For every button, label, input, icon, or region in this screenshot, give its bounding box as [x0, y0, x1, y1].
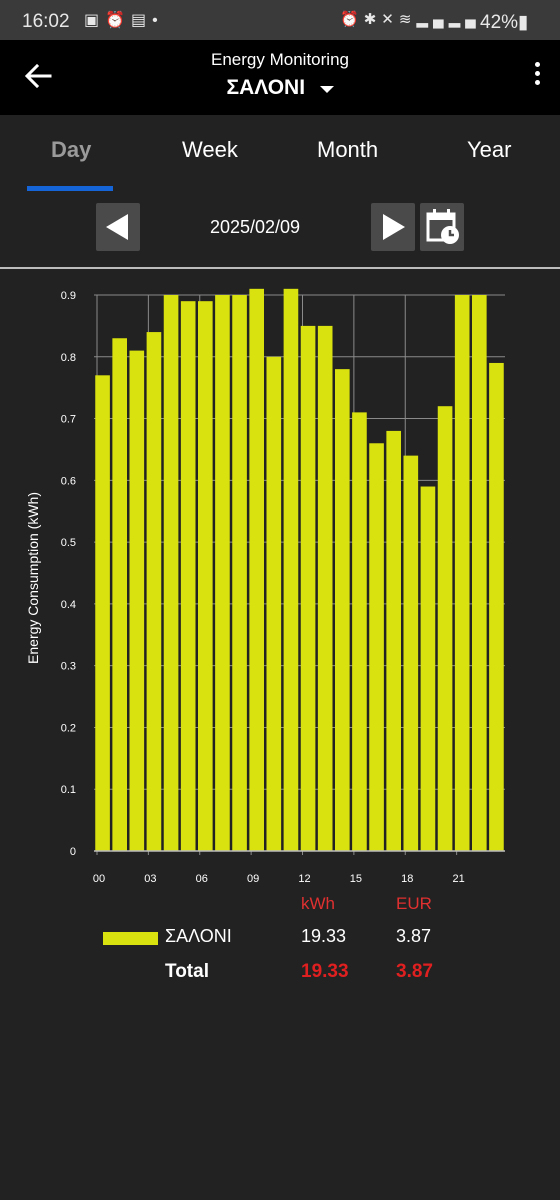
bar-chart: 0 0.1 0.2 0.3 0.4 0.5 0.6 0.7 0.8 0.9 00 03 06 09 12 15…: [25, 288, 505, 885]
y-tick-label: 0.3: [61, 661, 76, 673]
legend-kwh-value: 19.33: [301, 926, 347, 946]
chart-bar: [472, 295, 487, 851]
app-title: Energy Monitoring: [211, 50, 349, 69]
chart-bar: [146, 332, 162, 851]
chart-bar: [215, 295, 230, 851]
total-eur-value: 3.87: [396, 961, 433, 982]
y-tick-label: 0.5: [61, 537, 76, 549]
tab-day[interactable]: Day: [51, 137, 92, 162]
system-icons: ⏰✱✕≋▂▄▂▄: [340, 10, 481, 28]
status-bar: 16:02 ▣⏰▤• ⏰✱✕≋▂▄▂▄ 42%▮: [0, 0, 560, 40]
consumption-summary: kWh EUR ΣΑΛΟΝΙ 19.33 3.87 Total 19.33 3.…: [0, 890, 560, 990]
device-selector[interactable]: ΣΑΛΟΝΙ: [227, 76, 334, 100]
calendar-button[interactable]: [420, 203, 464, 251]
chart-bar: [386, 430, 401, 851]
kwh-column-header: kWh: [301, 894, 335, 913]
date-navigation: 2025/02/09: [0, 195, 560, 269]
legend-series-name: ΣΑΛΟΝΙ: [165, 926, 232, 946]
dot-icon: •: [152, 12, 164, 29]
x-tick-label: 15: [350, 873, 362, 885]
total-kwh-value: 19.33: [301, 961, 349, 982]
alarm-icon: ⏰: [105, 12, 132, 29]
legend-eur-value: 3.87: [396, 926, 432, 946]
chart-bar: [403, 455, 419, 851]
x-tick-label: 06: [196, 873, 208, 885]
signal-icon: ▂▄: [448, 11, 481, 28]
cast-icon: ▤: [131, 12, 153, 29]
chart-bar: [437, 406, 453, 851]
chart-bar: [300, 325, 316, 851]
y-tick-label: 0.8: [61, 352, 76, 364]
status-time: 16:02: [22, 11, 70, 32]
y-tick-label: 0.1: [61, 784, 76, 796]
signal-icon: ▂▄: [416, 11, 449, 28]
chart-bar: [129, 350, 145, 851]
chart-bar: [112, 338, 127, 851]
active-tab-indicator: [27, 186, 113, 191]
x-tick-label: 00: [93, 873, 105, 885]
wifi-icon: ≋: [398, 11, 417, 28]
legend-swatch: [103, 932, 158, 945]
x-tick-label: 21: [453, 873, 465, 885]
battery-level: 42%▮: [480, 12, 529, 33]
period-tabs: Day Week Month Year: [0, 115, 560, 195]
current-date: 2025/02/09: [209, 217, 301, 237]
y-axis-label: Energy Consumption (kWh): [25, 492, 41, 664]
notification-icons: ▣⏰▤•: [84, 10, 164, 30]
chart-bar: [317, 325, 333, 851]
more-vert-icon: [522, 62, 552, 85]
chart-bar: [95, 375, 110, 851]
x-tick-label: 03: [144, 873, 156, 885]
y-tick-label: 0.2: [61, 722, 76, 734]
overflow-menu-button[interactable]: [522, 62, 552, 92]
gallery-icon: ▣: [84, 12, 106, 29]
tab-month[interactable]: Month: [317, 137, 379, 162]
y-tick-label: 0.4: [61, 599, 76, 611]
chart-bar: [180, 301, 196, 852]
y-tick-label: 0.7: [61, 414, 76, 426]
triangle-right-icon: [383, 214, 405, 240]
y-tick-label: 0: [70, 846, 76, 858]
chart-bar: [489, 362, 504, 851]
chart-bar: [352, 412, 367, 851]
x-tick-label: 12: [298, 873, 310, 885]
legend-row: ΣΑΛΟΝΙ 19.33 3.87: [0, 926, 560, 956]
chart-bar: [232, 295, 247, 851]
chart-bar: [335, 369, 350, 851]
alarm-icon: ⏰: [340, 11, 364, 28]
chart-bar: [420, 486, 436, 851]
energy-chart: 0 0.1 0.2 0.3 0.4 0.5 0.6 0.7 0.8 0.9 00 03 06 09 12 15…: [0, 270, 560, 900]
tab-year[interactable]: Year: [467, 137, 512, 162]
triangle-left-icon: [106, 214, 128, 240]
chart-bar: [369, 443, 384, 851]
dropdown-caret-icon: [319, 86, 334, 94]
device-name: ΣΑΛΟΝΙ: [226, 76, 306, 99]
total-row: Total 19.33 3.87: [0, 961, 560, 991]
chart-bar: [266, 356, 282, 851]
battery-icon: ▮: [518, 12, 529, 33]
chart-bar: [163, 295, 179, 851]
y-tick-label: 0.6: [61, 475, 76, 487]
title-area: Energy Monitoring ΣΑΛΟΝΙ: [130, 50, 430, 100]
total-label: Total: [165, 961, 209, 982]
chart-bar: [454, 295, 470, 851]
back-arrow-icon: [24, 63, 52, 89]
chart-bar: [283, 288, 299, 851]
tab-week[interactable]: Week: [182, 137, 238, 162]
chart-bar: [198, 301, 213, 852]
bluetooth-icon: ✱: [363, 11, 382, 28]
chart-bar: [249, 288, 264, 851]
x-tick-label: 18: [401, 873, 413, 885]
x-tick-label: 09: [247, 873, 259, 885]
calendar-clock-icon: [426, 209, 459, 244]
previous-date-button[interactable]: [96, 203, 140, 251]
next-date-button[interactable]: [371, 203, 415, 251]
eur-column-header: EUR: [396, 894, 432, 913]
mute-icon: ✕: [381, 11, 399, 28]
app-bar: Energy Monitoring ΣΑΛΟΝΙ: [0, 40, 560, 115]
back-button[interactable]: [20, 58, 56, 94]
y-tick-label: 0.9: [61, 290, 76, 302]
